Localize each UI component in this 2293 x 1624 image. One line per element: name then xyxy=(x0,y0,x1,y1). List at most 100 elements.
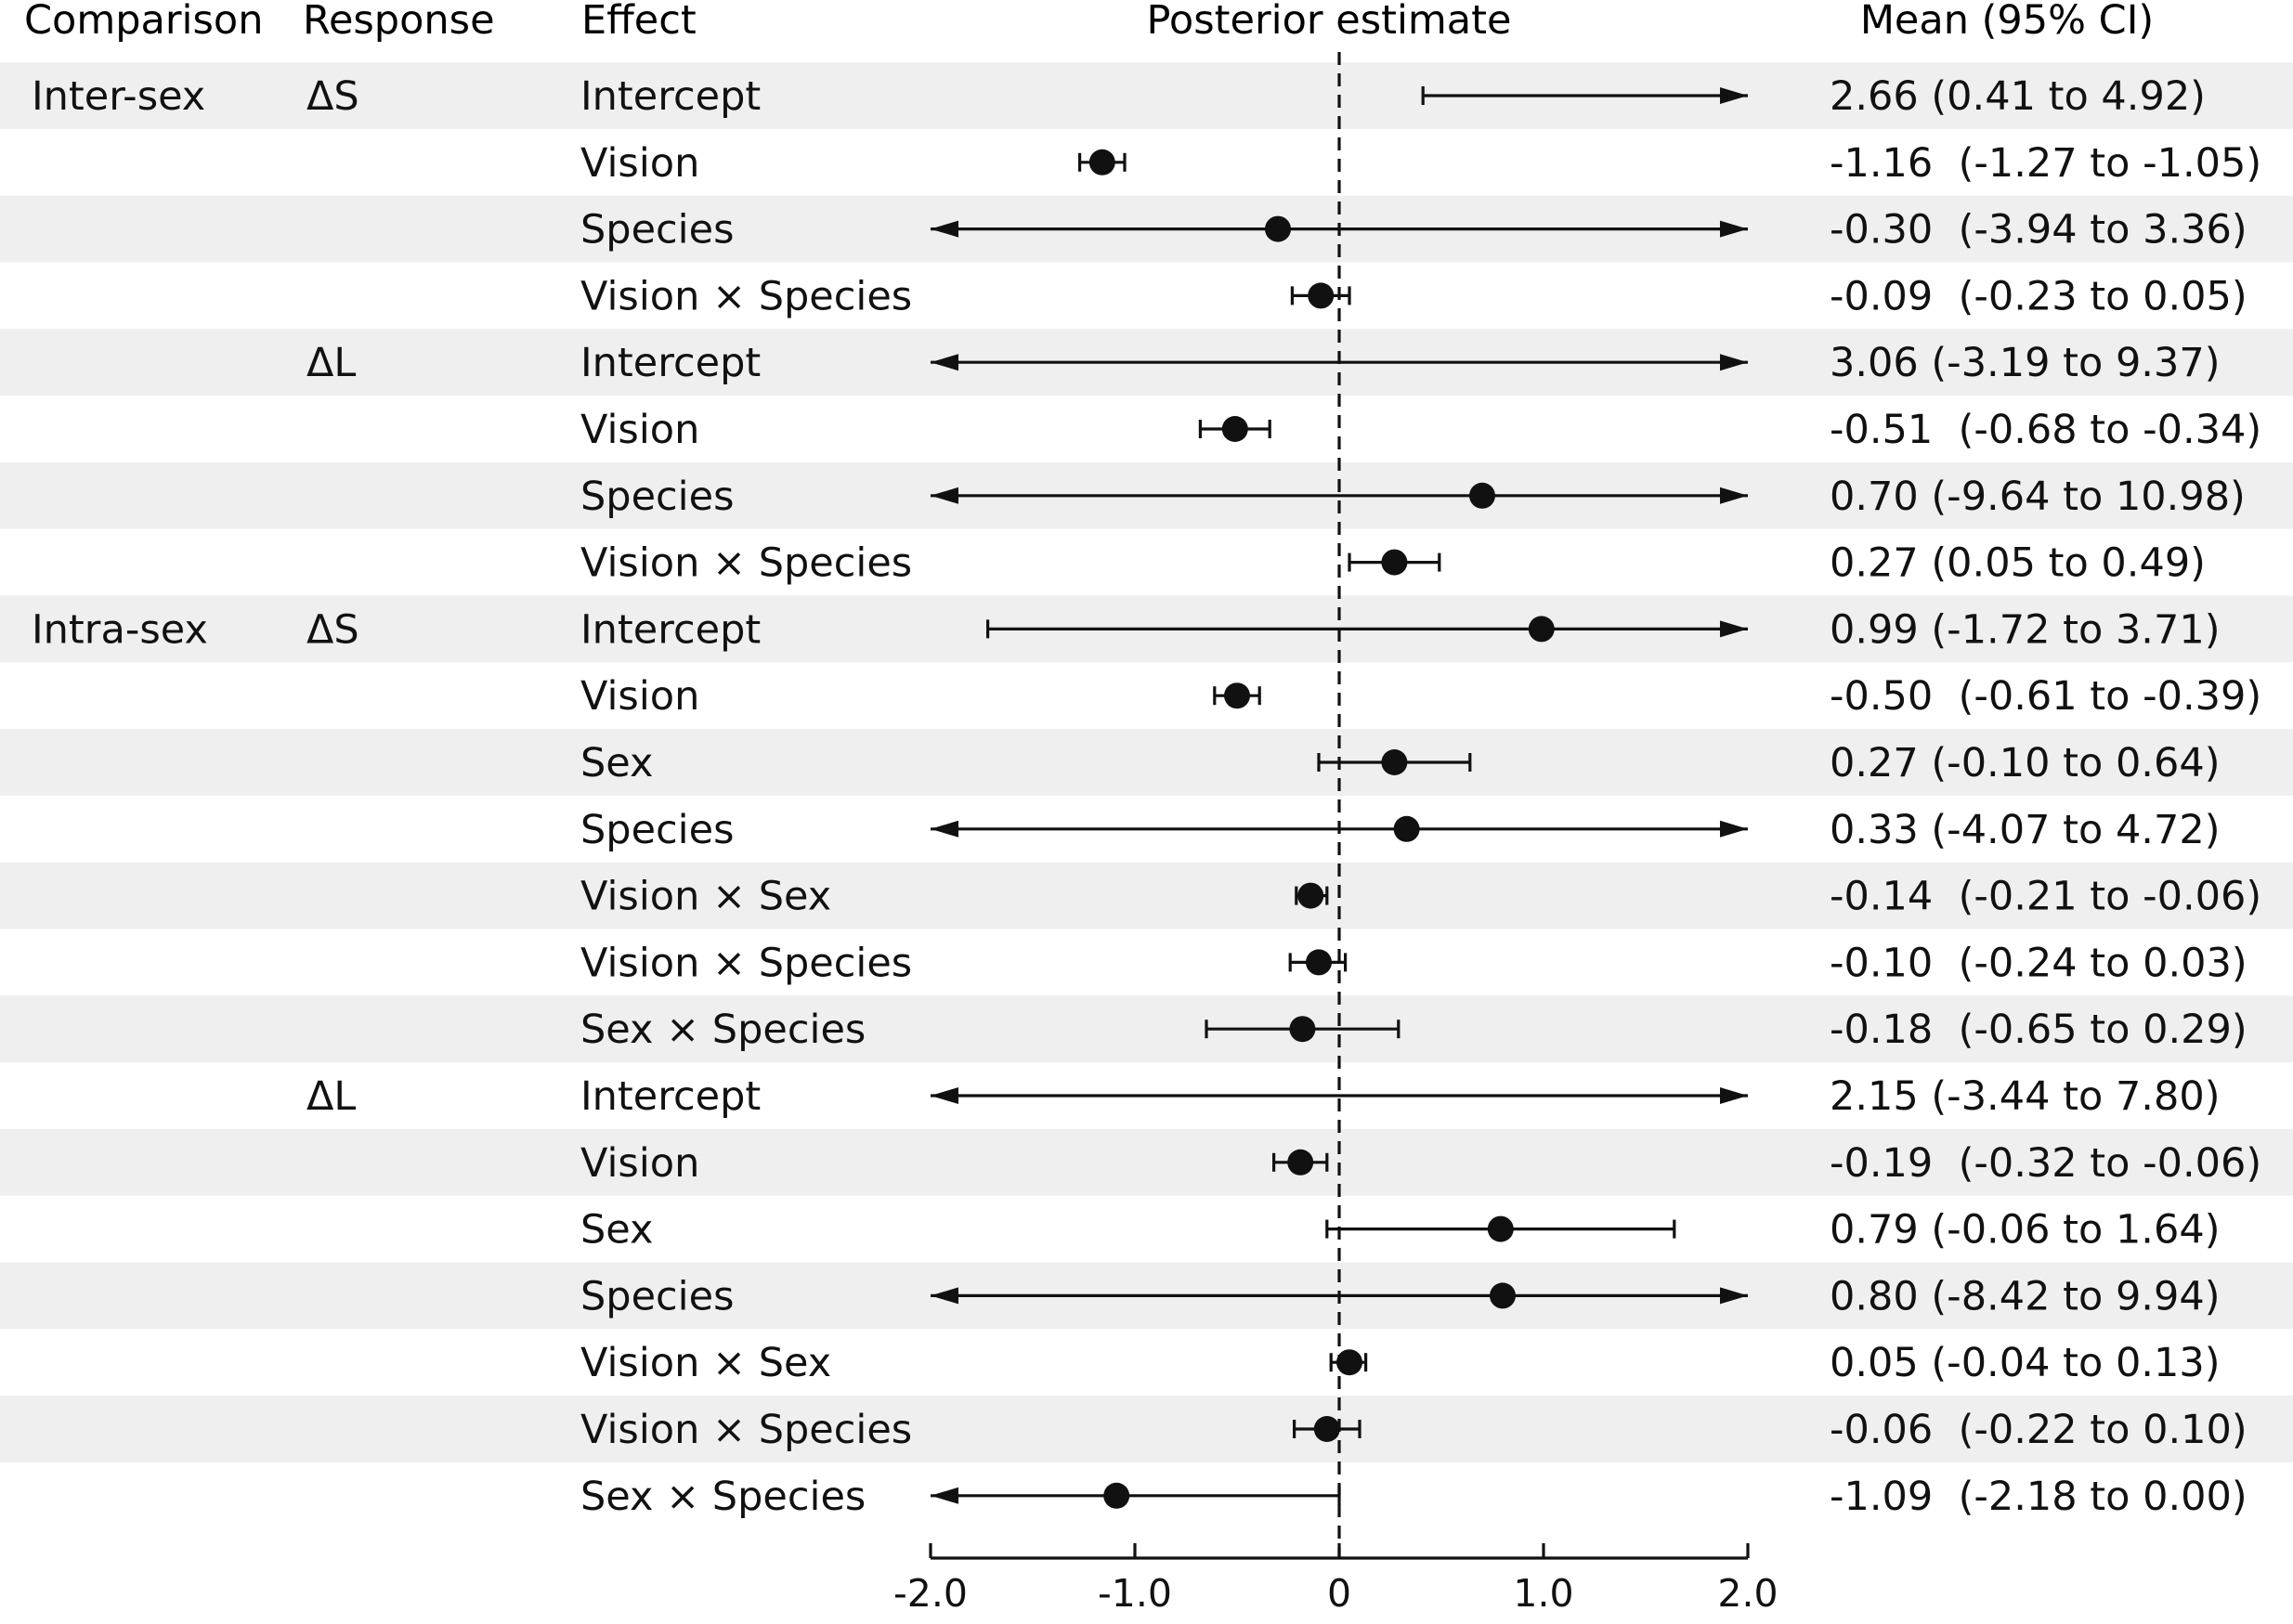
ci-arrow-right xyxy=(1720,220,1748,238)
estimate-point xyxy=(1103,1482,1130,1509)
response-label: ΔS xyxy=(306,73,359,120)
effect-label: Intercept xyxy=(580,340,761,386)
header-mean-ci: Mean (95% CI) xyxy=(1860,0,2154,44)
ci-arrow-right xyxy=(1720,487,1748,504)
ci-arrow-right xyxy=(1720,1087,1748,1104)
row-band xyxy=(0,729,2293,796)
row-band xyxy=(0,862,2293,929)
row-band xyxy=(0,995,2293,1063)
effect-label: Sex × Species xyxy=(580,1474,866,1520)
mean-ci-label: 0.27 (0.05 to 0.49) xyxy=(1830,540,2206,587)
estimate-point xyxy=(1297,882,1324,909)
effect-label: Species xyxy=(580,1273,735,1319)
mean-ci-label: -0.50 (-0.61 to -0.39) xyxy=(1830,673,2261,720)
ci-arrow-left xyxy=(931,220,958,238)
comparison-label: Inter-sex xyxy=(32,73,205,120)
estimate-point xyxy=(1289,1016,1316,1043)
header-row: Comparison Response Effect Posterior est… xyxy=(24,0,2154,44)
mean-ci-label: -0.10 (-0.24 to 0.03) xyxy=(1830,940,2247,986)
effect-label: Vision × Sex xyxy=(580,874,831,920)
response-label: ΔS xyxy=(306,606,359,653)
ci-arrow-left xyxy=(931,354,958,371)
ci-arrow-right xyxy=(1720,1287,1748,1305)
mean-ci-label: -0.51 (-0.68 to -0.34) xyxy=(1830,407,2261,453)
effect-label: Vision × Species xyxy=(580,940,912,986)
effect-label: Sex × Species xyxy=(580,1007,866,1053)
response-label: ΔL xyxy=(306,1073,356,1120)
x-tick-label: 1.0 xyxy=(1513,1571,1573,1616)
header-response: Response xyxy=(303,0,495,44)
mean-ci-label: 0.70 (-9.64 to 10.98) xyxy=(1830,474,2246,520)
row-band xyxy=(0,62,2293,129)
mean-ci-label: -0.30 (-3.94 to 3.36) xyxy=(1830,207,2247,253)
effect-label: Species xyxy=(580,207,735,253)
estimate-point xyxy=(1490,1282,1516,1309)
comparison-label: Intra-sex xyxy=(32,606,208,653)
mean-ci-label: 2.66 (0.41 to 4.92) xyxy=(1830,73,2206,120)
mean-ci-label: -0.14 (-0.21 to -0.06) xyxy=(1830,874,2261,920)
ci-arrow-left xyxy=(931,1087,958,1104)
effect-label: Vision × Species xyxy=(580,540,912,587)
estimate-point xyxy=(1221,416,1248,442)
response-label: ΔL xyxy=(306,340,356,386)
mean-ci-label: 0.99 (-1.72 to 3.71) xyxy=(1830,606,2220,653)
x-tick-label: -2.0 xyxy=(893,1571,968,1616)
mean-ci-label: 3.06 (-3.19 to 9.37) xyxy=(1830,340,2220,386)
ci-arrow-left xyxy=(931,1287,958,1305)
mean-ci-label: 0.33 (-4.07 to 4.72) xyxy=(1830,807,2220,853)
effect-label: Intercept xyxy=(580,606,761,653)
row-band xyxy=(0,1128,2293,1196)
effect-label: Sex xyxy=(580,1207,653,1254)
x-tick-label: 2.0 xyxy=(1717,1571,1778,1616)
estimate-point xyxy=(1287,1149,1314,1176)
x-tick-label: 0 xyxy=(1327,1571,1351,1616)
mean-ci-label: -0.18 (-0.65 to 0.29) xyxy=(1830,1007,2247,1053)
header-effect: Effect xyxy=(581,0,697,44)
effect-label: Vision × Species xyxy=(580,273,912,319)
effect-label: Intercept xyxy=(580,1073,761,1120)
estimate-point xyxy=(1469,482,1495,509)
estimate-point xyxy=(1381,749,1408,775)
effect-label: Species xyxy=(580,807,735,853)
estimate-point xyxy=(1265,215,1291,242)
mean-ci-label: 2.15 (-3.44 to 7.80) xyxy=(1830,1073,2220,1120)
ci-arrow-left xyxy=(931,820,958,838)
estimate-point xyxy=(1487,1215,1514,1242)
estimate-point xyxy=(1381,549,1408,576)
effect-label: Vision xyxy=(580,673,699,720)
estimate-marks xyxy=(931,86,1748,1509)
effect-label: Sex xyxy=(580,740,653,786)
header-comparison: Comparison xyxy=(24,0,263,44)
estimate-point xyxy=(1224,682,1250,709)
effect-label: Vision xyxy=(580,1140,699,1187)
x-tick-label: -1.0 xyxy=(1098,1571,1172,1616)
mean-ci-label: 0.05 (-0.04 to 0.13) xyxy=(1830,1340,2220,1386)
estimate-point xyxy=(1306,949,1332,976)
header-posterior-estimate: Posterior estimate xyxy=(1147,0,1512,44)
effect-label: Vision × Species xyxy=(580,1407,912,1453)
row-band xyxy=(0,1396,2293,1462)
mean-ci-label: 0.79 (-0.06 to 1.64) xyxy=(1830,1207,2220,1254)
effect-label: Vision xyxy=(580,140,699,187)
estimate-point xyxy=(1336,1349,1362,1376)
estimate-point xyxy=(1308,282,1335,309)
mean-ci-label: -0.09 (-0.23 to 0.05) xyxy=(1830,273,2247,319)
mean-ci-label: -1.16 (-1.27 to -1.05) xyxy=(1830,140,2261,187)
x-axis: -2.0 -1.0 0 1.0 2.0 xyxy=(893,52,1778,1616)
ci-arrow-left xyxy=(931,487,958,504)
ci-arrow-right xyxy=(1720,354,1748,371)
mean-ci-label: -0.19 (-0.32 to -0.06) xyxy=(1830,1140,2261,1187)
effect-label: Vision xyxy=(580,407,699,453)
ci-arrow-right xyxy=(1720,820,1748,838)
ci-arrow-right xyxy=(1720,620,1748,638)
effect-label: Intercept xyxy=(580,73,761,120)
estimate-point xyxy=(1393,815,1420,842)
effect-label: Vision × Sex xyxy=(580,1340,831,1386)
ci-arrow-right xyxy=(1720,87,1748,104)
estimate-point xyxy=(1088,149,1115,175)
row-labels: Inter-sex ΔS Intercept 2.66 (0.41 to 4.92) V… xyxy=(32,73,2261,1520)
ci-arrow-left xyxy=(931,1487,958,1504)
estimate-point xyxy=(1528,616,1555,643)
mean-ci-label: 0.27 (-0.10 to 0.64) xyxy=(1830,740,2220,786)
